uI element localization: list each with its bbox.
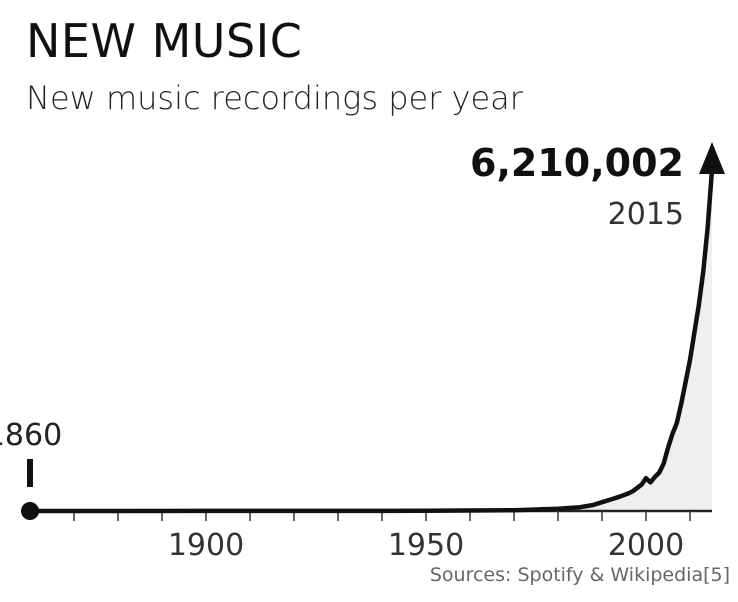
series-line — [27, 167, 715, 514]
x-tick-label: 1900 — [168, 528, 244, 563]
tick-labels: 1900 1950 2000 — [168, 528, 684, 563]
start-year-label: 1860 — [0, 418, 62, 453]
peak-value-label: 6,210,002 — [470, 141, 684, 185]
chart-title: NEW MUSIC — [26, 14, 303, 68]
chart-subtitle: New music recordings per year — [26, 79, 523, 117]
start-dot — [21, 502, 39, 520]
peak-year-label: 2015 — [608, 197, 684, 232]
peak-arrow-icon — [699, 142, 725, 174]
x-tick-label: 1950 — [388, 528, 464, 563]
x-tick-label: 2000 — [608, 528, 684, 563]
source-note: Sources: Spotify & Wikipedia[5] — [429, 564, 730, 586]
